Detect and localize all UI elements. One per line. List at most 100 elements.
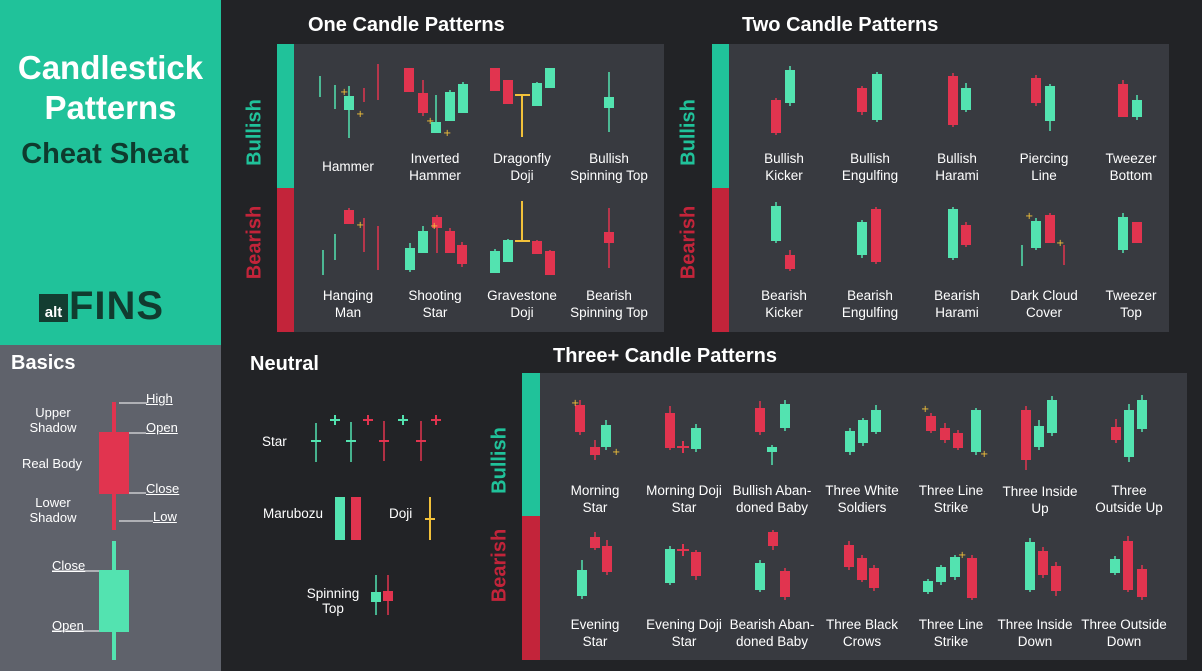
candle-body (936, 567, 946, 582)
label-bullish-harami: Bullish Harami (935, 151, 979, 183)
label-three-white-soldiers: Three White Soldiers (825, 483, 899, 515)
candle-body (1038, 551, 1048, 575)
close-label-bull: Close (52, 558, 86, 573)
candle-body (601, 425, 611, 447)
candle-body (923, 581, 933, 592)
three-candle-title: Three+ Candle Patterns (553, 345, 777, 367)
brand-title-line1: Candlestick (17, 49, 204, 86)
one-bullish-bar (277, 44, 294, 188)
candle-body (431, 122, 441, 133)
candle-body (961, 225, 971, 245)
one-candle-panel (277, 44, 664, 332)
real-body-label: Real Body (22, 456, 82, 471)
candle-body (858, 420, 868, 443)
logo-text: FINS (69, 284, 165, 328)
candle-body (845, 431, 855, 452)
candle-body (1110, 559, 1120, 573)
candle-body (371, 592, 381, 602)
gap-marker-icon: + (426, 116, 434, 127)
candle-body (785, 255, 795, 269)
candle-body (590, 447, 600, 455)
basic-body (99, 432, 129, 494)
candle-body (1124, 410, 1134, 457)
candle-body (432, 217, 442, 228)
gap-marker-icon: + (356, 109, 364, 120)
gap-marker-icon: + (1025, 211, 1033, 222)
basics-title: Basics (11, 352, 76, 374)
candle-body (785, 70, 795, 103)
candle-body (1111, 427, 1121, 440)
label-evening-star: Evening Star (570, 617, 620, 649)
label-piercing-line: Piercing Line (1019, 151, 1069, 183)
candle-body (545, 251, 555, 275)
candle-body (545, 68, 555, 88)
candle-body (1051, 566, 1061, 591)
candle-body (1031, 221, 1041, 248)
candle-body (404, 68, 414, 92)
label-dragonfly-doji: Dragonfly Doji (493, 151, 551, 183)
candle-body (948, 76, 958, 125)
candle-body (1118, 84, 1128, 117)
label-bearish-kicker: Bearish Kicker (761, 288, 807, 320)
gap-marker-icon: + (443, 128, 451, 139)
low-label: Low (153, 509, 177, 524)
two-bearish-bar (712, 188, 729, 332)
candle-body (755, 563, 765, 590)
candle-body (871, 410, 881, 432)
candle-body (604, 97, 614, 108)
label-gravestone-doji: Gravestone Doji (487, 288, 557, 320)
candle-body (940, 428, 950, 440)
candle-body (857, 222, 867, 255)
label-bearish-abandoned-baby: Bearish Aban- doned Baby (729, 617, 815, 649)
label-tweezer-bottom: Tweezer Bottom (1105, 151, 1157, 183)
close-label: Close (146, 481, 180, 496)
candle-body (967, 558, 977, 598)
label-three-outside-up: Three Outside Up (1095, 483, 1163, 515)
candle-body (948, 209, 958, 258)
candle-body (869, 568, 879, 588)
candle-body (844, 545, 854, 567)
candle-body (872, 74, 882, 120)
candle-body (1021, 410, 1031, 460)
three-bearish-bar (522, 516, 540, 660)
candle-body (771, 206, 781, 241)
candle-body (1047, 400, 1057, 433)
label-tweezer-top: Tweezer Top (1105, 288, 1157, 320)
candle-body (418, 231, 428, 253)
candle-body (457, 245, 467, 264)
label-bearish-harami: Bearish Harami (934, 288, 980, 320)
candle-body (445, 92, 455, 121)
lower-shadow-label: Lower Shadow (29, 495, 77, 525)
candle-body (953, 433, 963, 448)
three-candle-panel (522, 373, 1187, 660)
label-bearish-spinning-top: Bearish Spinning Top (570, 288, 648, 320)
candle-body (344, 210, 354, 224)
label-star: Star (262, 434, 287, 449)
label-spinning-top: Spinning Top (306, 586, 360, 616)
candle-body (503, 240, 513, 262)
label-bullish-engulfing: Bullish Engulfing (841, 151, 899, 183)
candle-body (602, 546, 612, 572)
candle-body (445, 231, 455, 253)
candle-body (458, 84, 468, 113)
brand-title-line2: Patterns (44, 89, 177, 126)
label-bullish-kicker: Bullish Kicker (764, 151, 804, 183)
candle-body (780, 571, 790, 597)
brand-subtitle: Cheat Sheat (21, 138, 189, 170)
candle-body (971, 410, 981, 452)
gap-marker-icon: + (571, 398, 579, 409)
logo-mark: alt (39, 294, 68, 322)
two-bullish-bar (712, 44, 729, 188)
candle-body (577, 570, 587, 596)
gap-marker-icon: + (980, 449, 988, 460)
candle-body (383, 591, 393, 601)
candle-body (418, 93, 428, 113)
candle-body (857, 88, 867, 112)
neutral-title: Neutral (250, 353, 319, 375)
candle-body (532, 83, 542, 106)
label-morning-doji-star: Morning Doji Star (646, 483, 722, 515)
candle-body (503, 80, 513, 104)
candle-body (1118, 217, 1128, 250)
candle-body (780, 404, 790, 428)
label-three-inside-down: Three Inside Down (997, 617, 1073, 649)
